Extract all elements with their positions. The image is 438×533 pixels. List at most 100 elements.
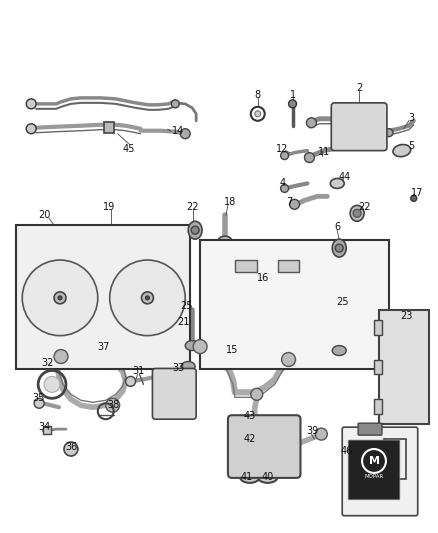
Circle shape — [282, 352, 296, 367]
Text: 25: 25 — [336, 297, 349, 307]
Bar — [235, 260, 257, 272]
Circle shape — [335, 244, 343, 252]
Text: 18: 18 — [224, 197, 236, 207]
Text: 17: 17 — [410, 188, 423, 198]
Circle shape — [346, 120, 362, 136]
Text: 1: 1 — [290, 90, 296, 100]
Circle shape — [106, 398, 120, 412]
Ellipse shape — [240, 471, 260, 483]
Circle shape — [58, 296, 62, 300]
Text: 23: 23 — [401, 311, 413, 321]
Text: 33: 33 — [172, 364, 184, 374]
Circle shape — [304, 152, 314, 163]
Text: 4: 4 — [279, 179, 286, 189]
Circle shape — [290, 199, 300, 209]
Text: 44: 44 — [338, 173, 350, 182]
Text: 6: 6 — [334, 222, 340, 232]
Text: 46: 46 — [341, 446, 353, 456]
Text: 15: 15 — [226, 344, 238, 354]
Text: 11: 11 — [318, 147, 330, 157]
Ellipse shape — [181, 361, 195, 372]
Bar — [43, 426, 51, 434]
Circle shape — [141, 292, 153, 304]
Bar — [200, 240, 389, 369]
Circle shape — [411, 196, 417, 201]
Circle shape — [26, 99, 36, 109]
Circle shape — [170, 387, 178, 395]
Circle shape — [289, 100, 297, 108]
Text: 7: 7 — [286, 197, 293, 207]
Circle shape — [26, 124, 36, 134]
Text: 25: 25 — [180, 301, 192, 311]
Circle shape — [54, 350, 68, 364]
Bar — [374, 399, 382, 414]
Circle shape — [22, 260, 98, 336]
FancyBboxPatch shape — [228, 415, 300, 478]
Circle shape — [361, 120, 377, 136]
Text: 42: 42 — [244, 434, 256, 444]
Text: 36: 36 — [65, 442, 77, 452]
Text: 2: 2 — [356, 83, 362, 93]
Text: 21: 21 — [177, 317, 189, 327]
Text: 31: 31 — [132, 367, 145, 376]
Ellipse shape — [330, 179, 344, 188]
Circle shape — [191, 226, 199, 234]
Text: 40: 40 — [261, 472, 274, 482]
Circle shape — [164, 382, 184, 401]
FancyBboxPatch shape — [342, 427, 418, 516]
Circle shape — [44, 376, 60, 392]
Text: 34: 34 — [38, 422, 50, 432]
Text: MOPAR: MOPAR — [364, 474, 384, 479]
Circle shape — [171, 100, 179, 108]
Ellipse shape — [218, 236, 232, 246]
Circle shape — [385, 129, 393, 136]
Circle shape — [193, 340, 207, 353]
Bar — [278, 260, 300, 272]
Circle shape — [251, 389, 263, 400]
Circle shape — [246, 428, 282, 464]
Circle shape — [54, 292, 66, 304]
Circle shape — [259, 441, 268, 451]
Ellipse shape — [332, 239, 346, 257]
Circle shape — [281, 151, 289, 159]
Circle shape — [126, 376, 135, 386]
Text: 5: 5 — [409, 141, 415, 151]
FancyBboxPatch shape — [331, 103, 387, 151]
Ellipse shape — [350, 205, 364, 221]
Text: 38: 38 — [108, 400, 120, 410]
Ellipse shape — [258, 471, 278, 483]
Bar — [104, 122, 114, 133]
Text: 3: 3 — [409, 113, 415, 123]
Bar — [374, 320, 382, 335]
Circle shape — [64, 442, 78, 456]
Text: 16: 16 — [257, 273, 269, 283]
Circle shape — [307, 118, 316, 128]
Ellipse shape — [188, 221, 202, 239]
Text: 32: 32 — [41, 359, 53, 368]
FancyBboxPatch shape — [152, 368, 196, 419]
Ellipse shape — [185, 341, 199, 351]
Ellipse shape — [332, 345, 346, 356]
Text: 19: 19 — [102, 203, 115, 212]
Bar — [384, 439, 406, 479]
Text: 35: 35 — [32, 393, 44, 403]
Text: 43: 43 — [244, 411, 256, 421]
FancyBboxPatch shape — [358, 423, 382, 435]
Bar — [374, 360, 382, 375]
FancyBboxPatch shape — [348, 440, 400, 500]
Circle shape — [353, 209, 361, 217]
Circle shape — [34, 398, 44, 408]
Circle shape — [180, 129, 190, 139]
Text: 37: 37 — [98, 342, 110, 352]
Text: 14: 14 — [172, 126, 184, 136]
Bar — [16, 225, 190, 369]
Circle shape — [255, 111, 261, 117]
Text: 22: 22 — [358, 203, 370, 212]
Text: 8: 8 — [254, 90, 261, 100]
Text: 12: 12 — [276, 143, 289, 154]
Circle shape — [145, 296, 149, 300]
Text: 22: 22 — [186, 203, 198, 212]
Text: M: M — [368, 456, 379, 466]
Ellipse shape — [393, 144, 411, 157]
Text: 39: 39 — [306, 426, 318, 436]
